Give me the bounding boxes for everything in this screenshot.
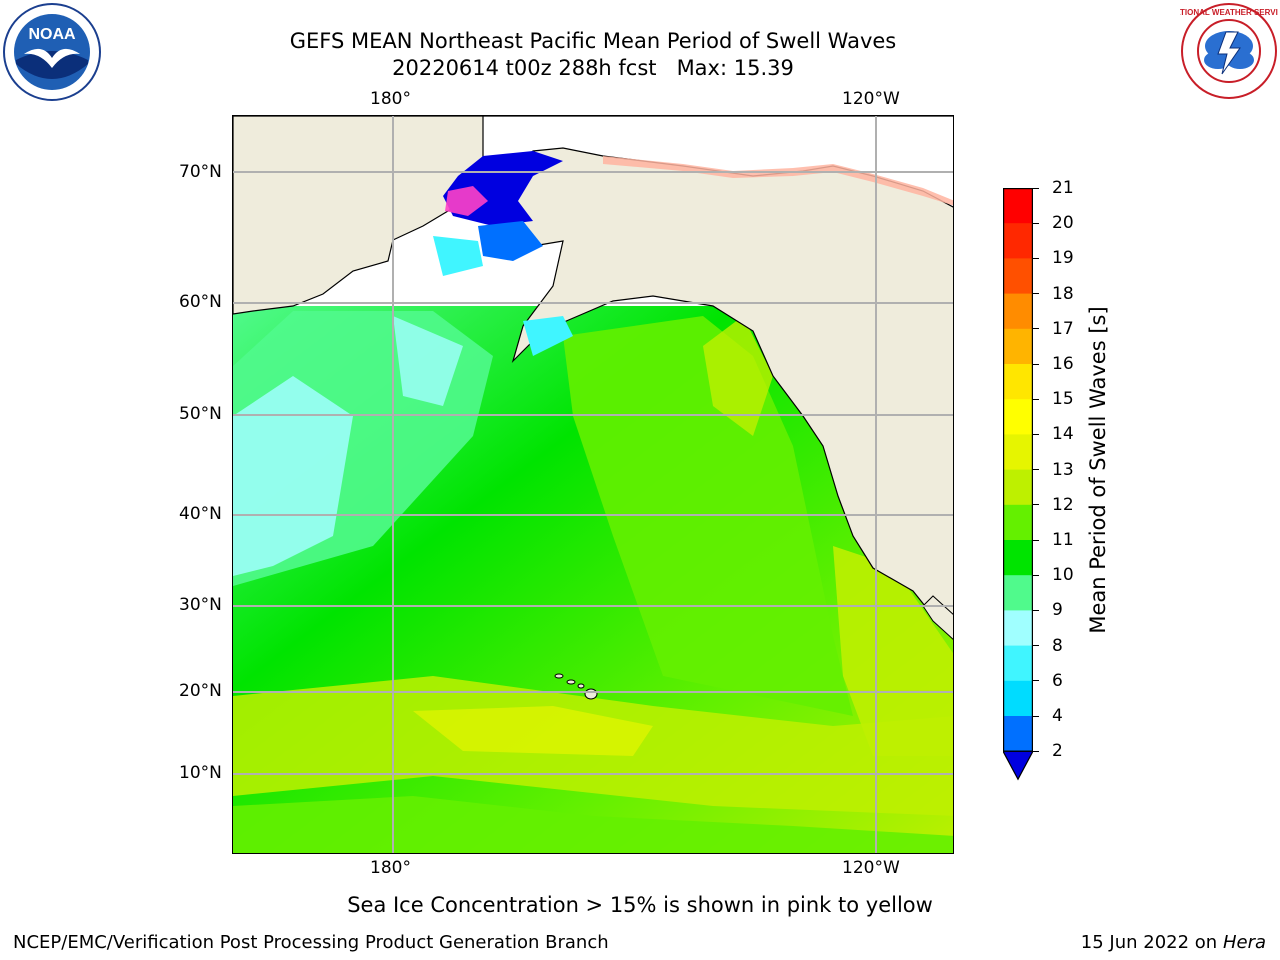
colorbar-tick-mark [1033, 715, 1039, 717]
svg-text:NOAA: NOAA [28, 26, 76, 43]
colorbar-tick-mark [1033, 680, 1039, 682]
noaa-logo-icon: NOAA [3, 3, 101, 101]
colorbar-tick-label: 19 [1052, 248, 1074, 269]
lat-label-60n: 60°N [179, 292, 222, 312]
colorbar-frame [1003, 188, 1033, 752]
map-subtitle: 20220614 t00z 288h fcst Max: 15.39 [0, 55, 1186, 81]
colorbar-tick-mark [1033, 187, 1039, 189]
colorbar-tick-mark [1033, 398, 1039, 400]
sea-ice-edge-chukchi [445, 186, 488, 216]
sea-ice-note: Sea Ice Concentration > 15% is shown in … [347, 893, 933, 917]
colorbar-segment [1003, 364, 1033, 400]
lat-label-20n: 20°N [179, 681, 222, 701]
colorbar-tick-mark [1033, 433, 1039, 436]
colorbar-segment [1003, 716, 1033, 752]
colorbar-tick-label: 15 [1052, 389, 1074, 410]
colorbar-tick-label: 13 [1052, 459, 1074, 480]
lon-label-top-180: 180° [370, 89, 411, 109]
colorbar-tick-mark [1033, 222, 1039, 224]
colorbar-tick-label: 9 [1052, 600, 1063, 621]
colorbar-tick-label: 2 [1052, 741, 1063, 762]
colorbar-segment [1003, 399, 1033, 435]
colorbar-tick-label: 10 [1052, 565, 1074, 586]
colorbar-tick-label: 4 [1052, 706, 1063, 726]
lat-label-70n: 70°N [179, 162, 222, 182]
colorbar-ticks: 2 4 6 8 9 10 11 12 13 14 15 16 17 18 19 20 21 [1033, 0, 1100, 800]
region-12-13s-east [833, 546, 953, 756]
map-panel [232, 115, 954, 854]
colorbar-tick-mark [1033, 645, 1039, 647]
sea-ice-edge-beaufort [603, 156, 953, 206]
colorbar-tick-mark [1033, 750, 1039, 752]
colorbar-tick-label: 21 [1052, 178, 1074, 198]
lat-label-30n: 30°N [179, 595, 222, 615]
lon-label-bottom-180: 180° [370, 858, 411, 878]
region-11-12s-tropics [233, 796, 953, 853]
colorbar-tick-label: 6 [1052, 670, 1063, 691]
lon-label-top-120w: 120°W [842, 89, 900, 109]
colorbar-segment [1003, 504, 1033, 541]
colorbar-segment [1003, 610, 1033, 647]
low-period-bering-south [433, 236, 483, 276]
lat-label-40n: 40°N [179, 504, 222, 524]
colorbar-tick-label: 17 [1052, 318, 1074, 339]
colorbar-swatches [1001, 188, 1035, 781]
colorbar-segment [1003, 680, 1033, 717]
colorbar-extension [1001, 750, 1035, 781]
region-8-9s-north [393, 316, 463, 406]
colorbar-segment [1003, 469, 1033, 506]
footer-date: 15 Jun 2022 on Hera [1081, 932, 1266, 954]
colorbar-segment [1003, 258, 1033, 295]
colorbar-tick-label: 18 [1052, 283, 1074, 304]
colorbar-tick-label: 16 [1052, 354, 1074, 374]
low-period-bering [478, 221, 543, 261]
colorbar-tick-mark [1033, 504, 1039, 506]
map-title: GEFS MEAN Northeast Pacific Mean Period … [289, 29, 897, 53]
low-period-cook-inlet [523, 316, 573, 356]
colorbar-segment [1003, 293, 1033, 330]
colorbar-tick-mark [1033, 293, 1039, 295]
colorbar-tick-label: 20 [1052, 213, 1074, 234]
lat-label-50n: 50°N [179, 404, 222, 424]
colorbar-tick-mark [1033, 363, 1039, 365]
colorbar [1001, 188, 1035, 783]
colorbar-segment [1003, 328, 1033, 365]
footer-date-text: 15 Jun 2022 on [1080, 932, 1218, 953]
land-siberia [233, 116, 484, 315]
colorbar-segment [1003, 223, 1033, 259]
colorbar-tick-mark [1033, 539, 1039, 541]
max-value: Max: 15.39 [676, 56, 794, 80]
forecast-time: 20220614 t00z 288h fcst [392, 56, 657, 80]
footer-host: Hera [1222, 932, 1266, 953]
colorbar-tick-mark [1033, 469, 1039, 471]
svg-text:NATIONAL WEATHER SERVICE: NATIONAL WEATHER SERVICE [1180, 8, 1278, 17]
footer-credit: NCEP/EMC/Verification Post Processing Pr… [13, 932, 609, 953]
colorbar-tick-mark [1033, 574, 1039, 576]
colorbar-tick-label: 11 [1052, 530, 1074, 550]
region-13-14s-south [413, 706, 653, 756]
colorbar-tick-label: 12 [1052, 494, 1074, 515]
colorbar-tick-mark [1033, 609, 1039, 612]
colorbar-tick-label: 14 [1052, 424, 1074, 445]
nws-logo-icon: NATIONAL WEATHER SERVICE [1169, 3, 1280, 99]
nws-logo: NATIONAL WEATHER SERVICE [1169, 2, 1280, 100]
colorbar-segment [1003, 434, 1033, 471]
colorbar-segment [1003, 188, 1033, 224]
region-12-13s-gulf [703, 316, 773, 436]
colorbar-tick-label: 8 [1052, 635, 1063, 656]
lat-label-10n: 10°N [179, 763, 222, 783]
colorbar-segment [1003, 540, 1033, 576]
colorbar-segment [1003, 645, 1033, 682]
lon-label-bottom-120w: 120°W [842, 858, 900, 878]
swell-period-field [233, 116, 953, 853]
graticule [233, 116, 953, 853]
colorbar-segment [1003, 575, 1033, 611]
noaa-logo: NOAA [2, 2, 102, 102]
colorbar-tick-mark [1033, 328, 1039, 330]
region-8-9s-west [233, 376, 353, 576]
colorbar-tick-mark [1033, 257, 1039, 260]
